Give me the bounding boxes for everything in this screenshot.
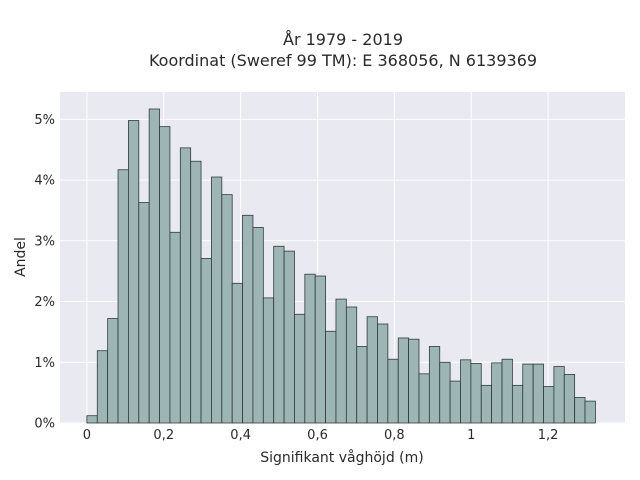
histogram-bar [480,384,493,424]
histogram-bar [408,338,420,424]
y-axis-label: Andel [13,237,29,277]
histogram-bar [117,169,129,424]
histogram-bar [428,346,441,424]
histogram-bar [532,363,544,424]
histogram-bar [128,120,140,424]
x-tick-label: 0,4 [230,428,251,443]
histogram-bar [211,176,223,424]
chart-subtitle: Koordinat (Sweref 99 TM): E 368056, N 61… [149,51,537,70]
histogram-bar [418,373,430,424]
histogram-bar [345,306,358,424]
x-tick-label: 0,8 [384,428,405,443]
histogram-bar [86,415,98,424]
histogram-bar [262,297,275,424]
histogram-bar [96,350,109,424]
histogram-bar [159,126,171,424]
histogram-bar [491,362,503,424]
y-tick-label: 2% [34,295,55,310]
y-tick-label: 3% [34,234,55,249]
histogram-bar [460,359,472,424]
histogram-bar [283,250,295,424]
histogram-bar [366,316,378,424]
histogram-bar [200,258,212,424]
x-axis-label: Signifikant våghöjd (m) [260,449,423,466]
histogram-bar [356,346,368,424]
histogram-bar [377,323,389,424]
histogram-bar [190,160,202,424]
x-tick-label: 0 [83,428,91,443]
histogram-bar [252,227,264,424]
histogram-bar [221,194,233,424]
histogram-bar [522,363,534,424]
histogram-bar [304,273,316,424]
histogram-bar [314,275,326,424]
histogram-bar [553,366,565,424]
histogram-bar [294,313,306,424]
histogram-bar [449,380,461,424]
x-tick-label: 0,6 [307,428,328,443]
histogram-bar [273,245,285,424]
histogram-bar [439,361,451,424]
histogram-bar [543,386,555,424]
histogram-bar [335,298,347,424]
histogram-bar [169,231,181,424]
histogram-bar [242,214,254,424]
histogram-bar [511,384,524,424]
histogram-bar [584,400,596,424]
y-tick-label: 1% [34,356,55,371]
histogram-bar [501,358,513,424]
histogram-bar [107,318,119,424]
histogram-bar [138,202,150,424]
histogram-bar [470,363,482,424]
histogram-bar [563,374,576,424]
histogram-bar [397,337,410,424]
x-tick-label: 1,2 [538,428,559,443]
histogram-bar [574,397,586,424]
y-tick-label: 0% [34,417,55,432]
chart-title: År 1979 - 2019 [283,30,403,49]
y-axis-ticks: 0% 1% 2% 3% 4% 5% [34,113,55,432]
histogram-bars [86,108,596,424]
x-axis-ticks: 0 0,2 0,4 0,6 0,8 1 1,2 [83,428,559,443]
histogram-bar [179,147,192,424]
y-tick-label: 5% [34,113,55,128]
histogram-bar [148,108,160,424]
y-tick-label: 4% [34,174,55,189]
histogram-bar [231,282,243,424]
histogram-bar [325,330,337,424]
x-tick-label: 1 [467,428,475,443]
x-tick-label: 0,2 [153,428,174,443]
histogram-bar [387,358,399,424]
